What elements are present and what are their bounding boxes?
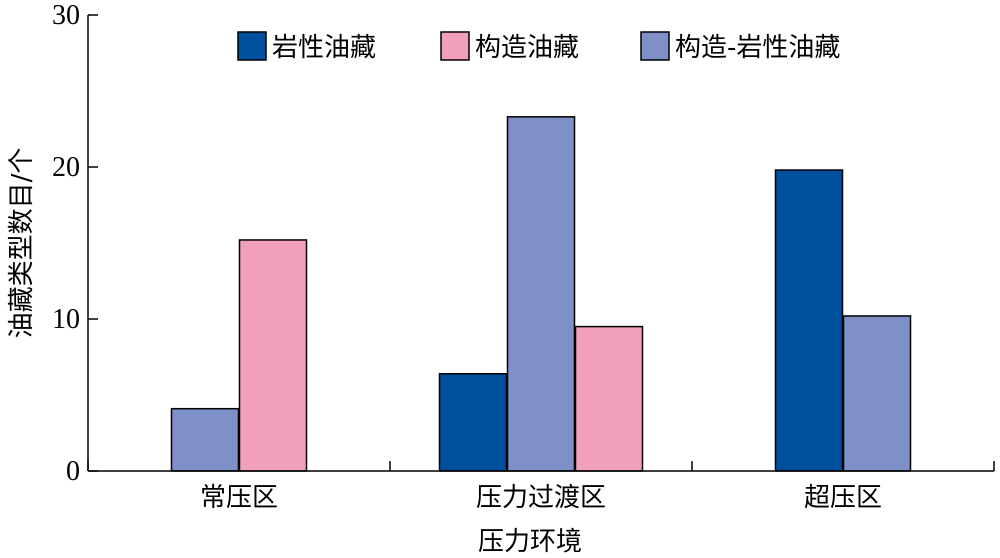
legend-label-2: 构造油藏: [475, 33, 579, 63]
bar-3-series-2: [842, 315, 912, 472]
y-tick-label-2: 20: [52, 152, 80, 183]
y-tick-label-3: 30: [52, 0, 80, 31]
bar-2-series-1: [438, 372, 508, 472]
bar-3-series-1: [774, 169, 844, 472]
bar-2-series-3: [574, 325, 644, 472]
bars-group: [170, 116, 912, 472]
x-axis-title: 压力环境: [478, 527, 582, 557]
legend-label-3: 构造-岩性油藏: [675, 33, 840, 63]
legend: 岩性油藏 构造油藏 构造-岩性油藏: [237, 31, 840, 63]
legend-swatch-1: [237, 31, 267, 61]
legend-swatch-3: [640, 31, 670, 61]
bar-1-series-2: [170, 407, 240, 472]
bar-1-series-3: [238, 239, 308, 472]
y-axis-title: 油藏类型数目/个: [7, 148, 37, 339]
axes-group: 0 10 20 30 常压区 压力过渡区 超压区: [52, 0, 995, 513]
y-tick-label-0: 0: [66, 456, 80, 487]
x-category-label-1: 常压区: [200, 483, 278, 513]
x-category-label-2: 压力过渡区: [476, 483, 606, 513]
x-category-label-3: 超压区: [804, 483, 882, 513]
bar-2-series-2: [506, 116, 576, 472]
legend-label-1: 岩性油藏: [272, 33, 376, 63]
legend-swatch-2: [440, 31, 470, 61]
y-tick-label-1: 10: [52, 304, 80, 335]
